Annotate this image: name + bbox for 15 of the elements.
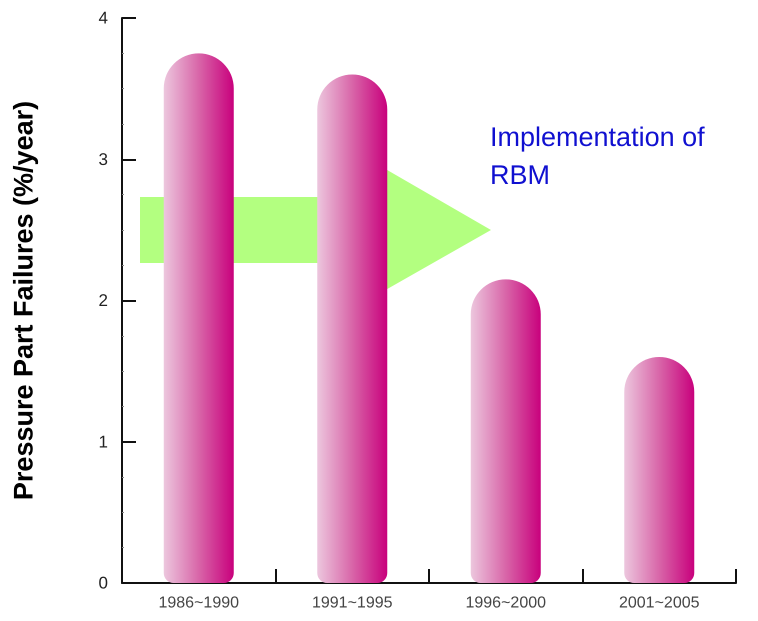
bar [317, 74, 388, 583]
bar [470, 279, 541, 583]
x-tick-label: 1996~2000 [465, 594, 546, 612]
y-axis-title: Pressure Part Failures (%/year) [8, 100, 38, 500]
y-tick-label: 0 [98, 574, 108, 592]
y-tick-label: 1 [98, 432, 108, 452]
x-tick-label: 2001~2005 [618, 594, 700, 612]
bar [164, 53, 234, 583]
bar [624, 357, 694, 583]
x-tick-label: 1991~1995 [312, 594, 393, 612]
x-tick-label: 1986~1990 [158, 594, 240, 612]
annotation: Implementation of RBM [490, 122, 712, 190]
y-tick-label: 3 [98, 150, 108, 169]
y-tick-label: 2 [98, 291, 108, 310]
y-tick-label: 4 [98, 8, 108, 28]
